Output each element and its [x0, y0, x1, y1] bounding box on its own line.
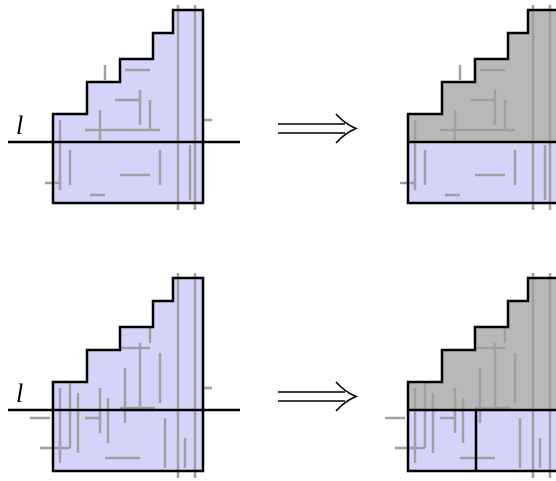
panel-top-right: [398, 3, 556, 212]
region: [53, 278, 203, 471]
line-label: l: [16, 111, 23, 140]
arrow: [278, 381, 359, 412]
panel-bottom-left: l: [8, 271, 240, 480]
arrow: [278, 113, 359, 144]
panel-bottom-right: [383, 271, 556, 480]
panel-top-left: l: [8, 3, 240, 212]
line-label: l: [16, 379, 23, 408]
